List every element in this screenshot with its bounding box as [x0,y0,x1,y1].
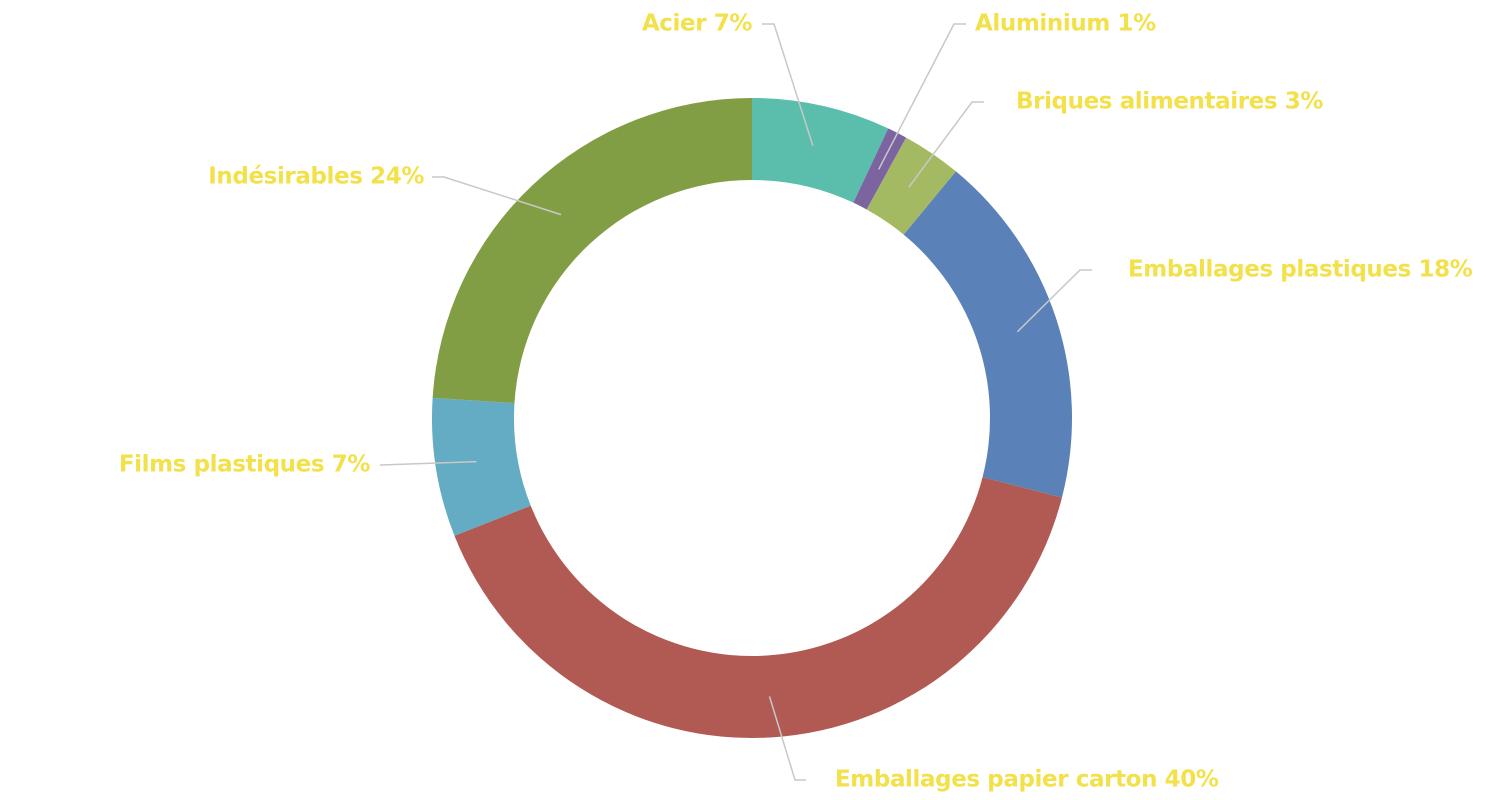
leader-line-briques-alimentaires [908,101,984,188]
leader-line-indesirables [432,176,562,216]
slice-acier [752,98,889,203]
slice-indesirables [432,98,752,404]
slice-emballages-plastiques [903,171,1072,498]
data-label-briques-alimentaires: Briques alimentaires 3% [1016,89,1323,115]
data-label-emballages-papier-carton: Emballages papier carton 40% [835,767,1219,793]
leader-lines-layer [379,23,1092,781]
slice-briques-alimentaires [866,137,956,235]
slice-films-plastiques [431,397,531,536]
data-label-aluminium: Aluminium 1% [975,11,1156,37]
data-label-films-plastiques: Films plastiques 7% [119,452,371,478]
leader-line-aluminium [877,23,966,170]
leader-line-acier [762,23,814,146]
slice-aluminium [853,128,907,210]
data-label-emballages-plastiques: Emballages plastiques 18% [1128,257,1473,283]
labels-layer: Acier 7% Aluminium 1% Briques alimentaires… [119,11,1473,793]
leader-line-films-plastiques [379,460,477,466]
leader-line-emballages-plastiques [1016,269,1092,333]
slices-layer [431,98,1072,738]
data-label-acier: Acier 7% [642,11,752,37]
leader-line-emballages-papier-carton [768,696,806,781]
data-label-indesirables: Indésirables 24% [208,164,424,190]
slice-emballages-papier-carton [454,477,1062,738]
